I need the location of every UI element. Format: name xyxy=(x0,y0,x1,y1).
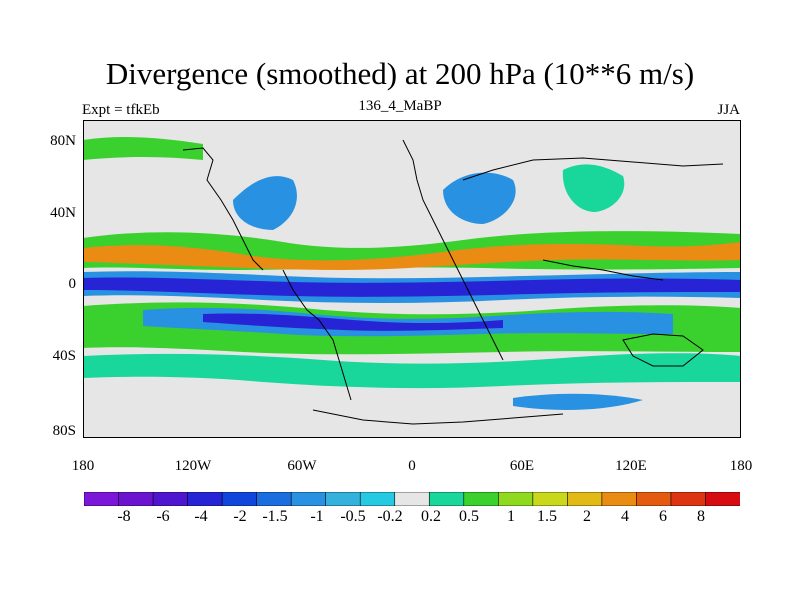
colorbar-label: 2 xyxy=(583,508,591,525)
colorbar-label: -8 xyxy=(117,508,131,525)
colorbar-swatch xyxy=(636,492,672,506)
x-tick-label: 120E xyxy=(615,458,647,474)
y-tick-label: 80S xyxy=(52,423,76,439)
colorbar-label: -6 xyxy=(156,508,170,525)
y-tick-label: 40N xyxy=(50,205,76,221)
x-tick-label: 120W xyxy=(174,458,212,474)
colorbar-swatch xyxy=(359,492,396,506)
coastlines xyxy=(182,139,724,425)
map-title: Divergence (smoothed) at 200 hPa (10**6 … xyxy=(105,56,695,91)
colorbar-swatch xyxy=(256,492,292,506)
colorbar-swatch xyxy=(187,492,223,506)
colorbar-label: -0.2 xyxy=(377,508,403,525)
colorbar-label: 4 xyxy=(621,508,629,525)
season-label: JJA xyxy=(717,102,740,118)
y-tick-label: 80N xyxy=(50,133,76,149)
colorbar-swatch xyxy=(463,492,499,506)
colorbar xyxy=(84,492,740,506)
divergence-map xyxy=(83,120,741,438)
y-tick-label: 40S xyxy=(52,348,76,364)
run-id-label: 136_4_MaBP xyxy=(358,98,442,114)
colorbar-label: -4 xyxy=(194,508,208,525)
y-tick-label: 0 xyxy=(68,276,77,292)
experiment-label: Expt = tfkEb xyxy=(82,102,160,118)
colorbar-label: -1.5 xyxy=(262,508,288,525)
colorbar-swatch xyxy=(118,492,154,506)
x-tick-label: 180 xyxy=(729,458,753,474)
x-tick-label: 180 xyxy=(71,458,95,474)
colorbar-swatch xyxy=(221,492,258,506)
colorbar-swatch xyxy=(428,492,465,506)
colorbar-label: 1 xyxy=(507,508,515,525)
colorbar-swatch xyxy=(325,492,361,506)
colorbar-label: -1 xyxy=(310,508,324,525)
colorbar-label: 8 xyxy=(697,508,705,525)
colorbar-swatch xyxy=(670,492,707,506)
colorbar-label: 1.5 xyxy=(537,508,557,525)
colorbar-swatch xyxy=(601,492,638,506)
x-tick-label: 0 xyxy=(408,458,416,474)
colorbar-swatch xyxy=(394,492,430,506)
colorbar-label: 0.2 xyxy=(421,508,441,525)
x-tick-label: 60E xyxy=(509,458,535,474)
divergence-field xyxy=(83,137,741,410)
colorbar-swatch xyxy=(532,492,568,506)
colorbar-label: -2 xyxy=(233,508,247,525)
colorbar-swatch xyxy=(705,492,740,506)
colorbar-swatch xyxy=(567,492,603,506)
plot-frame xyxy=(83,120,741,438)
colorbar-swatch xyxy=(84,492,120,506)
x-tick-label: 60W xyxy=(287,458,317,474)
colorbar-swatch xyxy=(498,492,534,506)
colorbar-swatch xyxy=(290,492,327,506)
colorbar-label: 0.5 xyxy=(459,508,479,525)
colorbar-swatch xyxy=(152,492,189,506)
colorbar-label: 6 xyxy=(659,508,667,525)
colorbar-label: -0.5 xyxy=(340,508,366,525)
